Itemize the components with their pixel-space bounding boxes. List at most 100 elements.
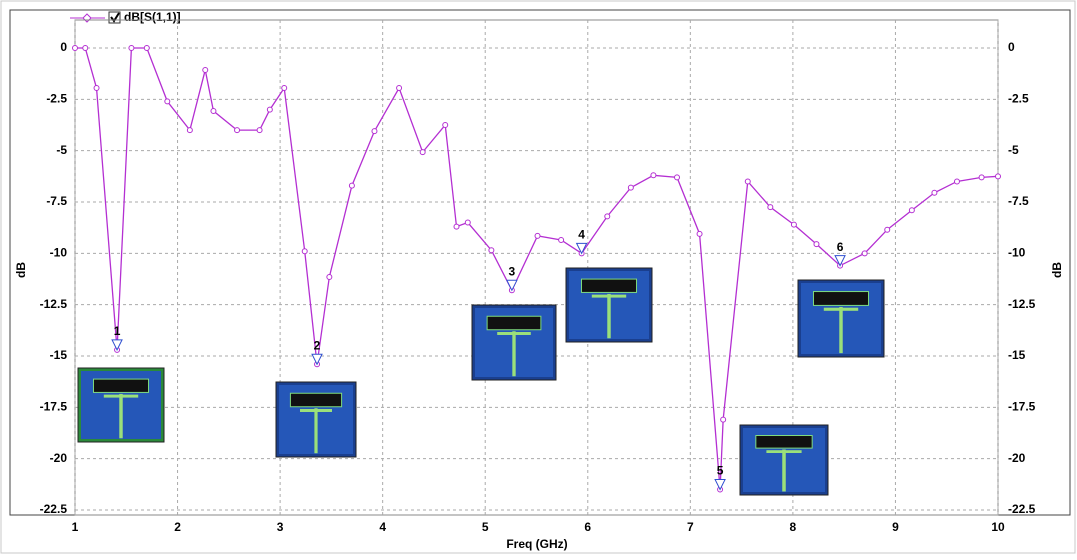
thumbnail-slot [93, 379, 148, 392]
y2-tick-label: -5 [1008, 143, 1019, 157]
x-tick-label: 9 [892, 520, 899, 534]
data-point [94, 86, 99, 91]
y-tick-label: -7.5 [46, 194, 67, 208]
data-point [129, 46, 134, 51]
data-point [954, 179, 959, 184]
data-point [745, 179, 750, 184]
data-point [327, 274, 332, 279]
y-tick-label: -5 [56, 143, 67, 157]
thumbnail-bar [300, 409, 332, 412]
marker-label: 5 [717, 464, 724, 478]
data-point [814, 242, 819, 247]
x-tick-label: 7 [687, 520, 694, 534]
y2-axis-label: dB [1050, 262, 1064, 278]
y2-tick-label: -10 [1008, 246, 1026, 260]
data-point [349, 183, 354, 188]
thumbnail [78, 368, 164, 442]
y-tick-label: -12.5 [40, 297, 68, 311]
thumbnail-feed [839, 307, 842, 353]
y-tick-label: -22.5 [40, 502, 68, 516]
data-point [628, 185, 633, 190]
thumbnail-slot [581, 279, 636, 292]
data-point [465, 220, 470, 225]
thumbnail-feed [314, 408, 317, 453]
y-tick-label: 0 [60, 40, 67, 54]
data-point [144, 46, 149, 51]
y2-tick-label: -15 [1008, 348, 1026, 362]
thumbnail-slot [487, 316, 541, 330]
x-tick-label: 10 [991, 520, 1005, 534]
y-tick-label: -2.5 [46, 92, 67, 106]
thumbnail [566, 268, 652, 342]
y2-tick-label: -17.5 [1008, 400, 1036, 414]
y-tick-label: -20 [50, 451, 68, 465]
data-point [651, 173, 656, 178]
x-tick-label: 8 [790, 520, 797, 534]
data-point [605, 214, 610, 219]
data-point [791, 222, 796, 227]
data-point [165, 99, 170, 104]
marker-label: 3 [509, 264, 516, 278]
thumbnail-feed [512, 331, 515, 376]
thumbnail-slot [813, 292, 868, 306]
y2-tick-label: 0 [1008, 40, 1015, 54]
data-point [211, 109, 216, 114]
data-point [235, 128, 240, 133]
thumbnail [740, 425, 828, 495]
chart: dB[S(1,1)] Freq (GHz) dB dB 0 0 -2.5 -2.5 -5… [0, 0, 1077, 555]
data-point [397, 86, 402, 91]
thumbnail-feed [119, 394, 122, 438]
x-axis-label: Freq (GHz) [506, 537, 567, 551]
y-tick-label: -10 [50, 246, 68, 260]
data-point [267, 107, 272, 112]
marker-label: 4 [578, 228, 585, 242]
marker-label: 1 [114, 324, 121, 338]
data-point [420, 150, 425, 155]
data-point [862, 251, 867, 256]
data-point [559, 237, 564, 242]
data-point [257, 128, 262, 133]
data-point [454, 224, 459, 229]
y2-tick-label: -2.5 [1008, 92, 1029, 106]
x-tick-label: 3 [277, 520, 284, 534]
y2-tick-label: -22.5 [1008, 502, 1036, 516]
data-point [885, 227, 890, 232]
data-point [675, 175, 680, 180]
data-point [187, 128, 192, 133]
data-point [909, 208, 914, 213]
data-point [721, 417, 726, 422]
y2-tick-label: -12.5 [1008, 297, 1036, 311]
y2-tick-label: -20 [1008, 451, 1026, 465]
thumbnail-slot [756, 436, 812, 449]
data-point [979, 175, 984, 180]
data-point [768, 205, 773, 210]
x-tick-label: 4 [379, 520, 386, 534]
thumbnail-feed [782, 450, 786, 492]
thumbnail-bar [766, 450, 801, 453]
thumbnail-bar [104, 395, 138, 398]
thumbnail [798, 280, 884, 357]
data-point [73, 46, 78, 51]
legend-label: dB[S(1,1)] [124, 10, 181, 24]
thumbnail [472, 305, 556, 380]
x-tick-label: 5 [482, 520, 489, 534]
data-point [996, 174, 1001, 179]
thumbnail-bar [592, 295, 626, 298]
data-point [489, 248, 494, 253]
data-point [932, 190, 937, 195]
y-tick-label: -15 [50, 348, 68, 362]
thumbnail-slot [290, 393, 341, 407]
thumbnail [276, 382, 356, 457]
data-point [302, 249, 307, 254]
data-point [83, 46, 88, 51]
thumbnail-feed [607, 294, 610, 338]
y-axis-label: dB [14, 262, 28, 278]
x-tick-label: 1 [72, 520, 79, 534]
data-point [697, 231, 702, 236]
data-point [372, 129, 377, 134]
data-point [203, 67, 208, 72]
outer-frame [1, 1, 1075, 553]
x-tick-label: 2 [174, 520, 181, 534]
marker-label: 2 [314, 338, 321, 352]
data-point [282, 86, 287, 91]
